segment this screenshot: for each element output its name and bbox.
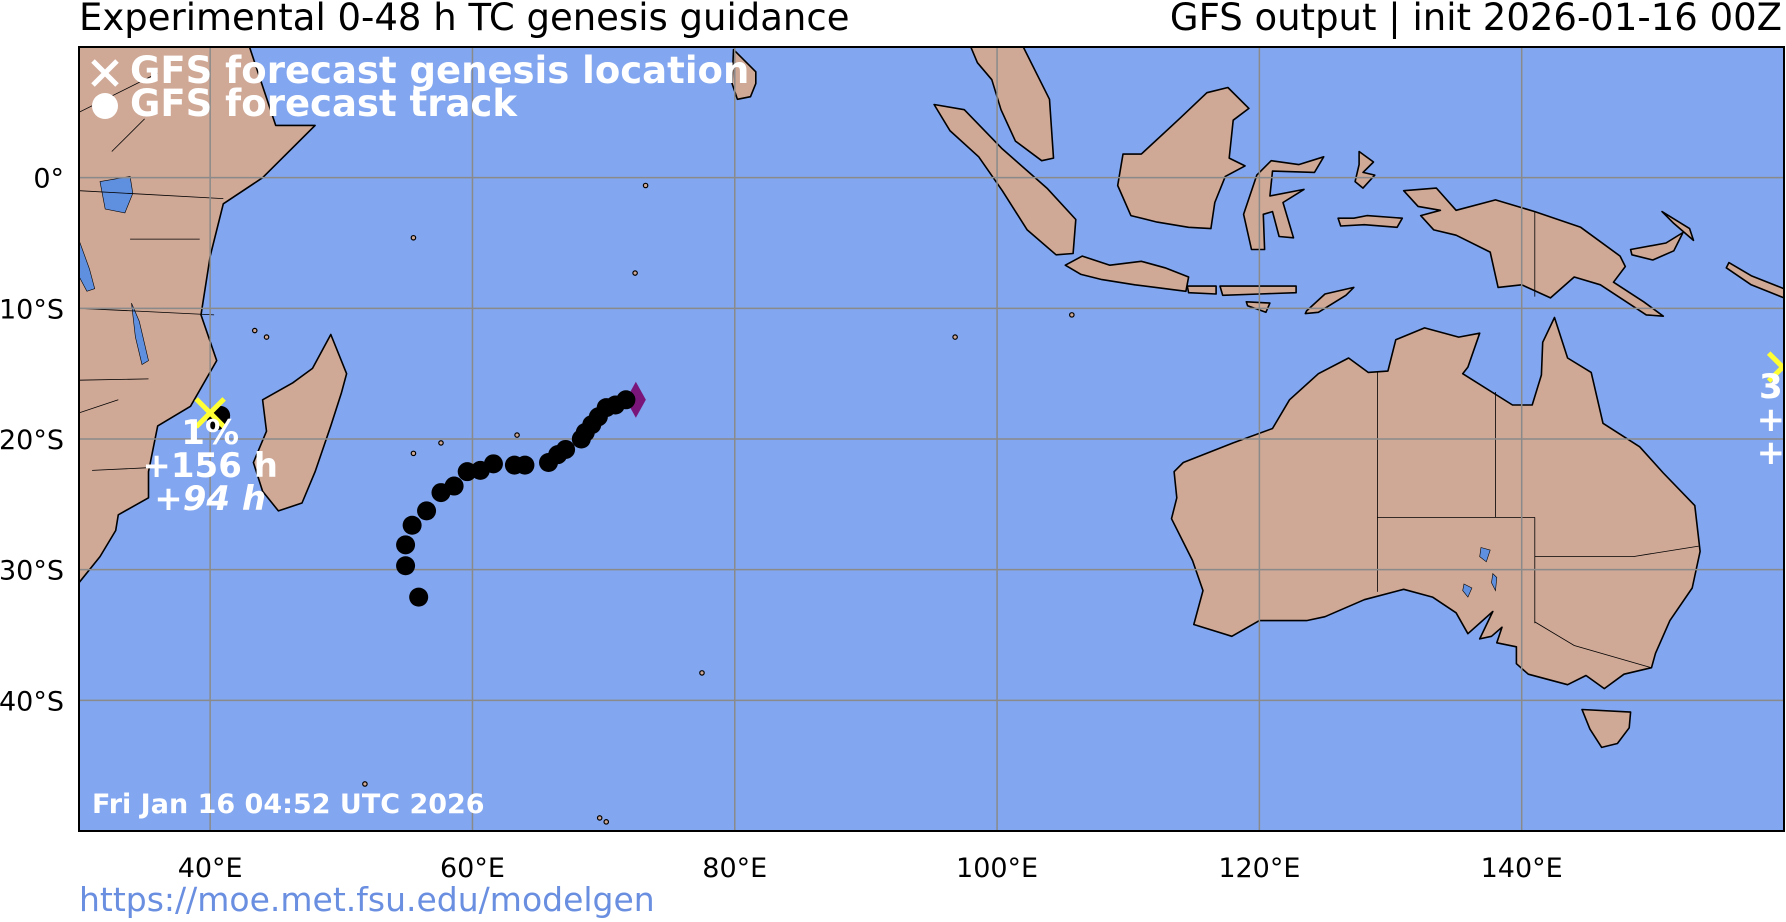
lon-tick-label: 40°E	[178, 853, 243, 884]
political-border	[1534, 621, 1652, 669]
genesis-x-marker	[1766, 351, 1784, 383]
track-point	[457, 462, 477, 482]
political-border	[111, 118, 145, 152]
political-border	[79, 399, 119, 414]
lake-layer	[79, 176, 1498, 598]
small-island	[699, 670, 705, 676]
track-point	[396, 556, 416, 576]
java-island	[1064, 255, 1190, 293]
lake-torrens	[1491, 572, 1498, 592]
land-layer	[79, 47, 1784, 825]
malay-peninsula	[969, 47, 1055, 162]
track-point	[417, 501, 437, 521]
genesis-probability-label: 34	[1759, 367, 1786, 407]
genesis-duration-label: +5	[1757, 433, 1786, 473]
legend-genesis-label: GFS forecast genesis location	[130, 49, 749, 92]
small-island	[410, 450, 417, 457]
new-britain-island	[1629, 231, 1684, 261]
timor-island	[1304, 286, 1355, 315]
dot-marker-icon	[92, 93, 118, 119]
political-border	[79, 307, 215, 316]
madagascar-island	[252, 333, 348, 512]
political-border	[1534, 545, 1699, 557]
lake-gairdner	[1462, 583, 1473, 598]
lake-malawi	[131, 302, 149, 365]
legend: GFS forecast genesis location GFS foreca…	[91, 49, 749, 125]
lat-tick-label: 30°S	[0, 556, 64, 587]
lon-tick-label: 140°E	[1481, 853, 1563, 884]
small-island	[263, 334, 270, 340]
sumba-island	[1245, 300, 1271, 314]
track-point	[539, 453, 559, 473]
track-point	[409, 587, 429, 607]
genesis-probability-label: 1%	[181, 413, 239, 453]
forecast-track	[396, 381, 646, 607]
borneo-island	[1116, 86, 1250, 230]
political-border	[79, 190, 224, 199]
lon-tick-label: 100°E	[956, 853, 1038, 884]
track-point	[431, 483, 451, 503]
track-point	[571, 429, 591, 449]
africa-landmass	[79, 47, 316, 584]
lake-eyre	[1479, 547, 1491, 563]
small-island	[603, 819, 610, 825]
map-frame	[78, 46, 1785, 832]
lon-tick-label: 60°E	[440, 853, 505, 884]
source-url-link[interactable]: https://moe.met.fsu.edu/modelgen	[79, 880, 655, 919]
small-island	[251, 327, 258, 334]
map-title: Experimental 0-48 h TC genesis guidance	[79, 0, 850, 39]
track-point	[396, 535, 416, 555]
solomon-islands	[1725, 261, 1784, 299]
new-guinea-island	[1402, 187, 1665, 318]
lat-tick-label: 40°S	[0, 686, 64, 717]
lat-tick-label: 10°S	[0, 294, 64, 325]
new-ireland-island	[1661, 210, 1695, 242]
genesis-markers: 1%+156 h+94 h 34+4+5	[142, 351, 1786, 519]
lon-tick-label: 120°E	[1218, 853, 1300, 884]
run-timestamp: Fri Jan 16 04:52 UTC 2026	[92, 789, 485, 820]
sri-lanka-island	[731, 48, 757, 101]
small-island	[362, 781, 368, 787]
small-island	[1069, 312, 1075, 318]
small-island	[514, 432, 520, 438]
track-point	[402, 515, 422, 535]
australia-mainland	[1170, 316, 1701, 690]
small-island	[438, 440, 444, 446]
political-border	[92, 467, 149, 471]
lon-tick-label: 80°E	[702, 853, 767, 884]
lake-tanganyika	[79, 239, 96, 292]
lat-tick-label: 20°S	[0, 425, 64, 456]
sulawesi-island	[1242, 156, 1325, 251]
current-position-marker	[625, 381, 646, 418]
genesis-lead-time-label: +4	[1757, 400, 1786, 440]
legend-track-label: GFS forecast track	[130, 82, 518, 125]
model-init-label: GFS output | init 2026-01-16 00Z	[1169, 0, 1782, 39]
small-island	[596, 815, 603, 821]
small-island	[410, 234, 417, 241]
axis-labels: 40°E 60°E 80°E 100°E 120°E 140°E 0° 10°S 20°S 30°…	[0, 164, 1563, 884]
genesis-x-marker	[194, 397, 226, 429]
bali-lombok-islands	[1186, 285, 1217, 295]
genesis-duration-label: +94 h	[154, 479, 266, 519]
graticule	[79, 47, 1784, 831]
x-marker-icon	[91, 59, 119, 87]
small-island	[952, 334, 958, 340]
seram-buru-islands	[1337, 214, 1404, 229]
tasmania-island	[1581, 708, 1632, 749]
track-point	[504, 455, 524, 475]
halmahera-island	[1354, 150, 1376, 189]
small-island	[642, 182, 649, 189]
sumatra-island	[933, 103, 1077, 256]
small-island	[632, 270, 638, 276]
sumbawa-flores-islands	[1219, 285, 1297, 297]
lat-tick-label: 0°	[33, 164, 64, 195]
genesis-lead-time-label: +156 h	[142, 446, 278, 486]
political-border	[79, 378, 149, 381]
